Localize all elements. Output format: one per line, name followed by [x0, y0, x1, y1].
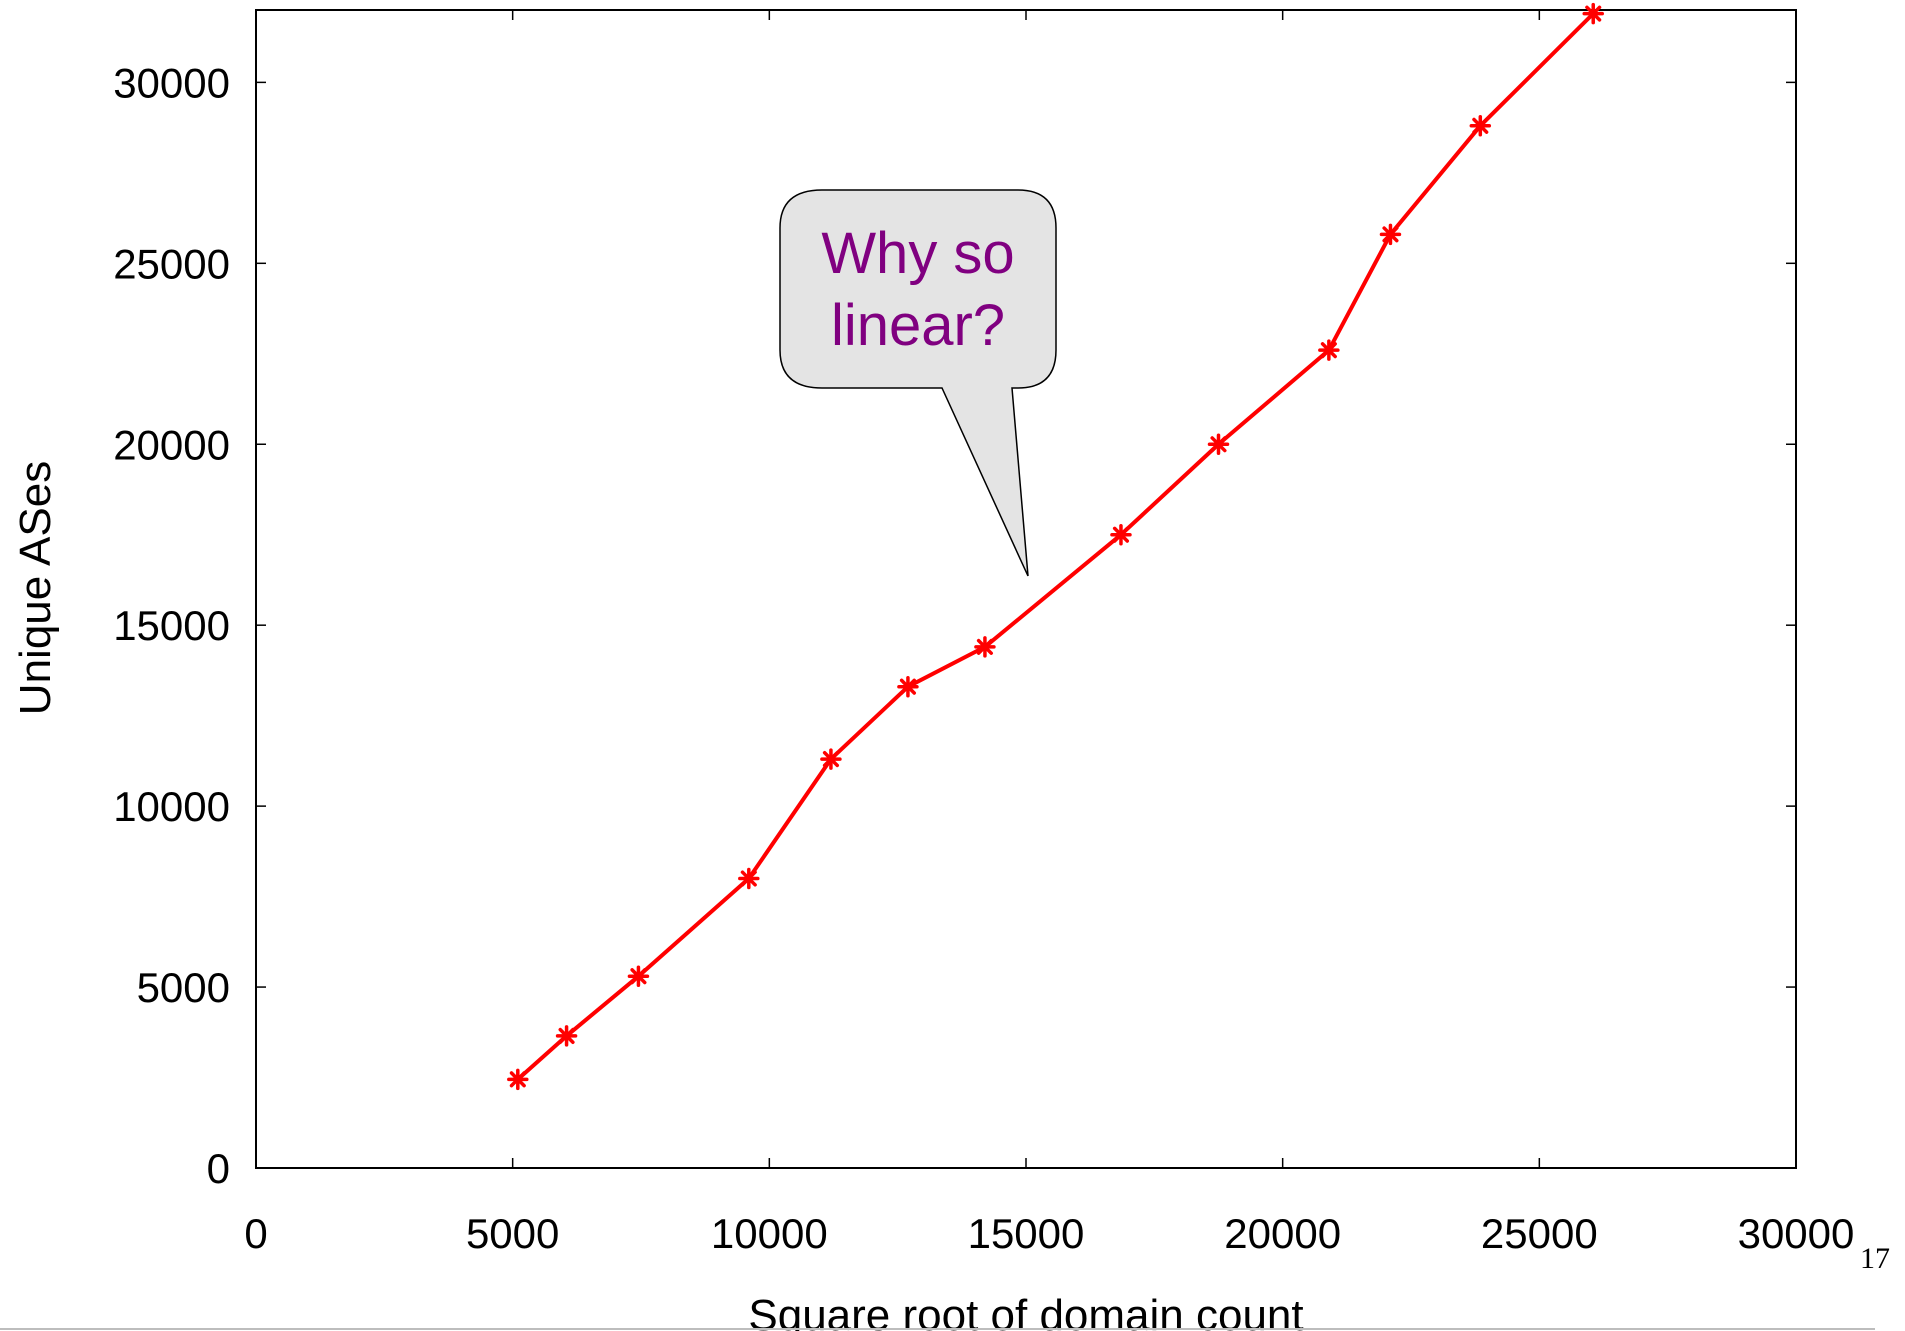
x-axis-ticks [255, 10, 1797, 1168]
y-axis-tick-labels: 0 5000 10000 15000 20000 25000 30000 [113, 59, 230, 1192]
data-point-marker [738, 867, 760, 890]
x-tick-label: 20000 [1224, 1210, 1341, 1257]
data-point-marker [555, 1025, 578, 1047]
callout: Why so linear? [779, 189, 1057, 577]
callout-text-line-2: linear? [831, 293, 1005, 358]
callout-text: Why so [821, 221, 1014, 286]
y-tick-label: 30000 [113, 59, 230, 106]
x-axis-label: Square root of domain count [748, 1291, 1303, 1331]
data-point-marker [1318, 339, 1340, 361]
data-point-marker [897, 675, 919, 698]
y-tick-label: 25000 [113, 240, 230, 287]
data-point-marker [507, 1068, 529, 1091]
data-point-marker [820, 748, 842, 770]
data-point-marker [1469, 115, 1492, 137]
data-point-marker [974, 636, 996, 658]
slide-number: 17 [1860, 1242, 1890, 1275]
y-tick-label: 5000 [137, 964, 230, 1011]
data-point-marker [1582, 2, 1604, 25]
y-tick-label: 10000 [113, 783, 230, 830]
y-tick-label: 15000 [113, 602, 230, 649]
x-tick-label: 0 [244, 1210, 267, 1257]
x-tick-label: 5000 [466, 1210, 559, 1257]
callout-bubble [779, 189, 1057, 577]
y-axis-label: Unique ASes [11, 461, 60, 715]
y-axis-ticks [256, 81, 1796, 1169]
x-tick-label: 30000 [1738, 1210, 1855, 1257]
data-point-marker [627, 965, 650, 987]
x-tick-label: 15000 [968, 1210, 1085, 1257]
x-tick-label: 10000 [711, 1210, 828, 1257]
plot-frame [255, 9, 1797, 1169]
data-point-marker [1110, 523, 1132, 546]
y-tick-label: 20000 [113, 421, 230, 468]
data-point-marker [1207, 433, 1230, 455]
data-point-marker [1379, 223, 1402, 246]
x-axis-tick-labels: 0 5000 10000 15000 20000 25000 30000 [244, 1210, 1854, 1257]
x-tick-label: 25000 [1481, 1210, 1598, 1257]
series-layer [507, 2, 1604, 1091]
y-tick-label: 0 [207, 1145, 230, 1192]
